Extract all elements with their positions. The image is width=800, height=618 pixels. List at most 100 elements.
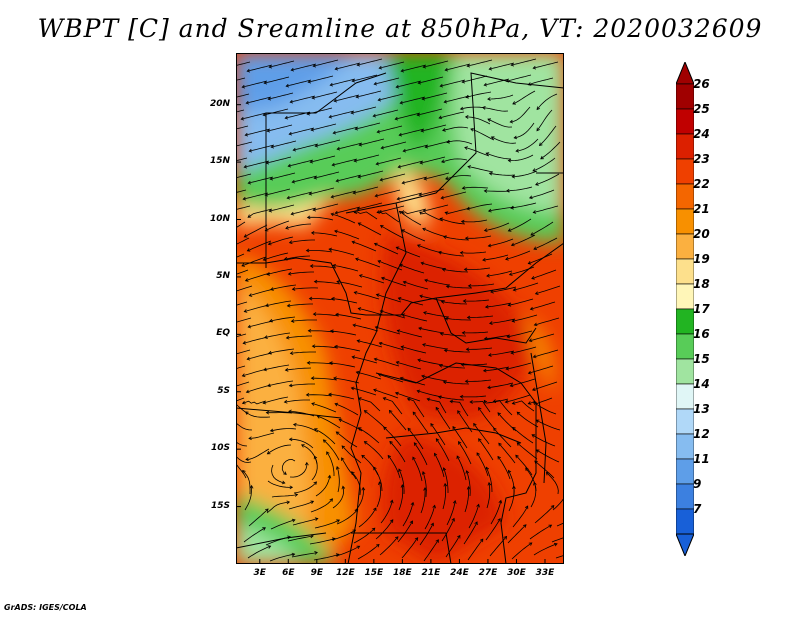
streamline [485,467,493,493]
streamline [236,463,247,479]
streamline-arrow [483,82,488,87]
streamline-arrow [512,101,516,105]
streamline-arrow [336,519,341,523]
streamline-arrow [487,243,492,248]
streamline [493,427,512,448]
streamline [266,156,292,164]
streamline-arrow [503,535,508,540]
streamline-arrow [497,455,501,460]
streamline-arrow [289,351,294,356]
streamline [267,444,292,455]
streamline [420,487,426,514]
streamline-arrow [270,144,275,149]
streamline-arrow [532,354,537,359]
streamline [236,285,253,292]
streamline-arrow [435,539,439,543]
streamline [487,118,513,128]
streamline-arrow [332,263,336,268]
streamline-arrow [540,155,544,160]
streamline [435,407,451,430]
streamline-arrow [439,83,444,88]
streamline-arrow [400,484,405,488]
streamline-arrow [505,256,509,261]
streamline [510,106,531,123]
streamline [381,141,407,149]
streamline-arrow [373,466,377,471]
streamline-arrow [464,379,469,384]
streamline-arrow [333,98,338,103]
streamline [488,350,515,356]
streamline [419,523,434,546]
streamline [265,220,290,232]
streamline-arrow [241,263,245,267]
streamline [486,270,513,277]
streamline [269,316,296,322]
grads-credit: GrADS: IGES/COLA [4,603,87,612]
streamline [329,362,356,368]
streamline [533,543,558,556]
streamline-arrow [288,383,293,388]
streamline-arrow [288,437,293,442]
streamline-arrow [309,264,314,268]
streamline-arrow [464,115,469,119]
streamline [535,285,561,295]
streamline [265,188,291,196]
streamline [532,157,556,172]
streamline [271,464,285,484]
streamline [244,160,270,168]
lon-tick-label: 33E [535,568,555,578]
streamline-arrow [308,191,313,196]
streamline [505,394,531,403]
streamline [533,61,559,69]
streamline-arrow [478,438,482,442]
streamline-arrow [351,355,356,360]
streamline-arrow [419,294,423,299]
streamline-arrow [291,518,296,523]
streamline [487,382,514,389]
streamline-arrow [395,246,400,250]
streamline-arrow [378,481,382,486]
streamline [476,452,489,477]
colorbar-label: 22 [693,177,710,191]
streamline [289,383,315,387]
streamline [401,537,419,559]
streamline [515,454,533,476]
colorbar-swatch [676,383,694,410]
streamline [291,552,318,558]
streamline-arrow [270,287,274,291]
lat-tick-label: EQ [216,328,230,339]
streamline-arrow [311,402,315,406]
streamline [284,399,310,403]
streamline-arrow [284,367,289,372]
streamline-arrow [352,323,357,328]
streamline [484,334,511,340]
streamline-arrow [498,442,502,447]
streamline-arrow [246,356,251,361]
streamline-arrow [531,387,536,391]
streamline-arrow [474,521,478,526]
streamline [285,223,312,229]
streamline-arrow [355,370,360,375]
streamline-arrow [416,389,421,394]
streamline [264,332,291,338]
streamline-arrow [402,280,407,285]
streamline [383,426,402,447]
streamline [396,361,422,370]
streamline-arrow [247,180,252,185]
streamline-arrow [422,227,426,232]
streamline-arrow [333,376,337,381]
chart-title: WBPT [C] and Sreamline at 850hPa, VT: 20… [37,14,763,43]
streamline-arrow [363,441,368,445]
streamline-arrow [389,499,394,504]
streamline [422,92,448,100]
streamline [512,505,529,528]
lat-tick-label: 5N [216,270,230,281]
streamline-arrow [310,376,315,381]
streamline-arrow [374,193,379,198]
streamline [236,237,250,245]
streamline [378,373,404,383]
streamline [314,519,340,529]
streamline [289,462,308,478]
streamline-arrow [244,132,249,137]
streamline-arrow [242,340,247,345]
